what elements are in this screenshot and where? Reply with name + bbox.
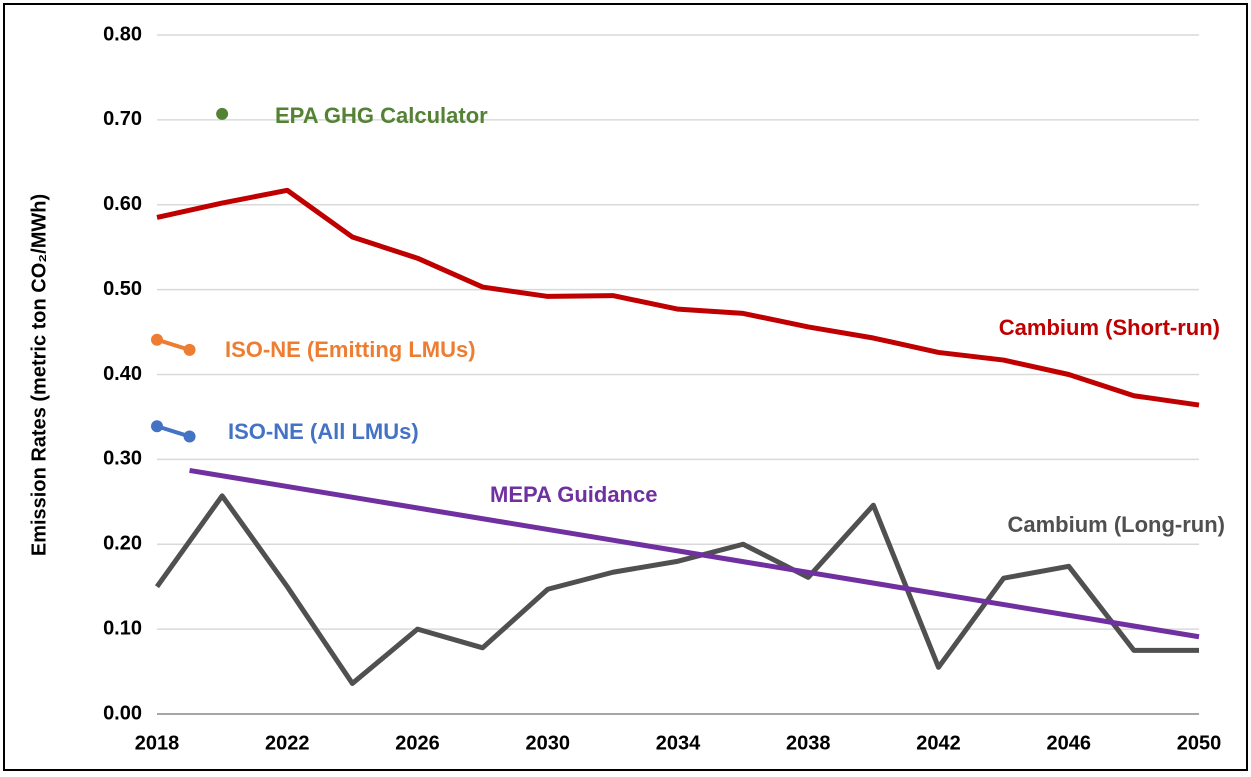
series-label: ISO-NE (All LMUs)	[228, 419, 419, 444]
y-tick-label: 0.50	[103, 278, 142, 300]
y-tick-label: 0.80	[103, 23, 142, 45]
y-tick-label: 0.70	[103, 108, 142, 130]
series-line	[189, 467, 1200, 640]
y-tick-label: 0.20	[103, 533, 142, 555]
x-tick-label: 2046	[1047, 732, 1092, 754]
series-marker	[151, 420, 163, 433]
x-tick-label: 2050	[1177, 732, 1222, 754]
x-tick-label: 2026	[395, 732, 440, 754]
series-line	[154, 493, 1199, 686]
chart-frame	[3, 3, 1248, 771]
series-label: MEPA Guidance	[490, 482, 657, 507]
series-marker	[183, 430, 196, 443]
x-tick-label: 2034	[656, 732, 701, 754]
y-tick-label: 0.40	[103, 363, 142, 385]
series-label: ISO-NE (Emitting LMUs)	[225, 337, 476, 362]
y-axis-title: Emission Rates (metric ton CO₂/MWh)	[28, 194, 50, 556]
series-marker	[216, 107, 229, 120]
series-marker	[151, 333, 163, 346]
x-tick-label: 2042	[916, 732, 961, 754]
x-tick-label: 2038	[786, 732, 831, 754]
series-marker	[183, 343, 196, 356]
y-tick-label: 0.00	[103, 702, 142, 724]
series-label: Cambium (Long-run)	[1007, 512, 1225, 537]
series-label: Cambium (Short-run)	[999, 315, 1220, 340]
x-tick-label: 2018	[135, 732, 180, 754]
x-tick-label: 2022	[265, 732, 310, 754]
series-label: EPA GHG Calculator	[275, 103, 488, 128]
series-line	[156, 187, 1200, 408]
y-tick-label: 0.60	[103, 193, 142, 215]
y-tick-label: 0.30	[103, 448, 142, 470]
y-tick-label: 0.10	[103, 617, 142, 639]
x-tick-label: 2030	[526, 732, 571, 754]
